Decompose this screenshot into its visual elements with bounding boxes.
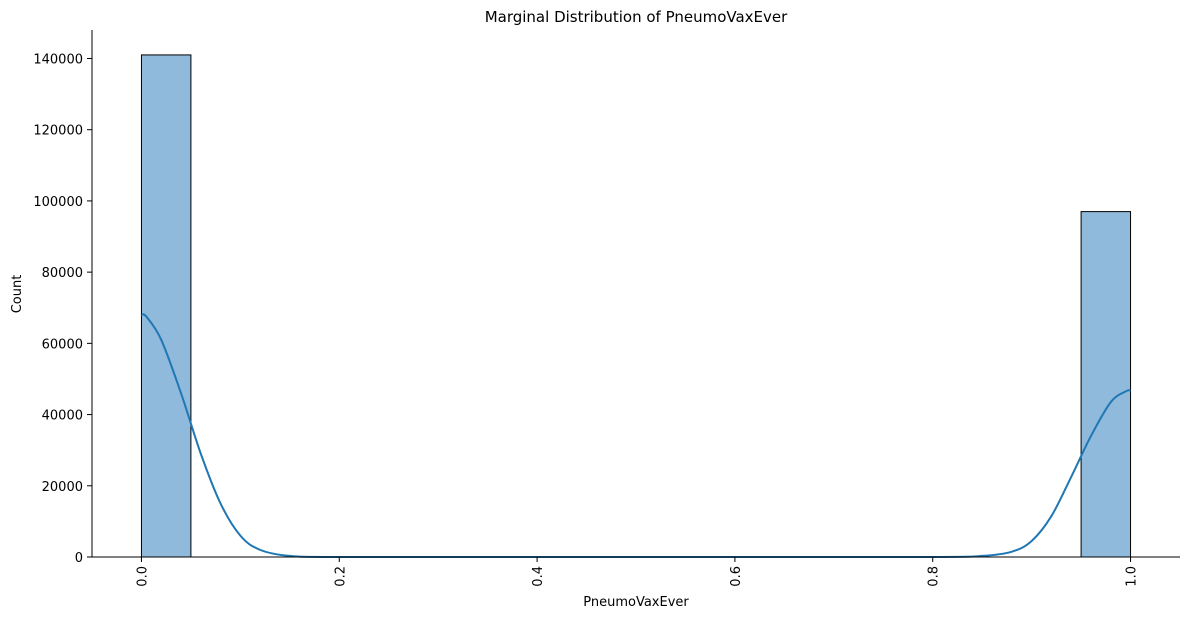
y-tick-label: 60000 <box>42 337 83 352</box>
y-tick-label: 120000 <box>33 124 83 139</box>
chart-title: Marginal Distribution of PneumoVaxEver <box>485 8 788 26</box>
y-tick-label: 80000 <box>42 266 83 281</box>
x-tick-label: 0.4 <box>531 566 546 587</box>
x-tick-label: 0.2 <box>333 566 348 587</box>
kde-curve <box>141 313 1131 559</box>
y-axis-label: Count <box>10 275 25 314</box>
x-tick-label: 1.0 <box>1125 566 1140 587</box>
x-axis-ticks: 0.0 0.2 0.4 0.6 0.8 1.0 <box>135 557 1140 587</box>
x-tick-label: 0.6 <box>729 566 744 587</box>
histogram-bars <box>140 54 1132 558</box>
x-tick-label: 0.0 <box>135 566 150 587</box>
y-tick-label: 140000 <box>33 52 83 67</box>
y-tick-label: 40000 <box>42 409 83 424</box>
y-axis-ticks: 0 20000 40000 60000 80000 100000 120000 140000 <box>33 52 92 566</box>
histogram-bar-1 <box>1080 211 1132 558</box>
y-tick-label: 100000 <box>33 195 83 210</box>
histogram-bar-0 <box>140 54 192 558</box>
y-tick-label: 20000 <box>42 480 83 495</box>
x-tick-label: 0.8 <box>927 566 942 587</box>
x-axis-label: PneumoVaxEver <box>583 595 689 610</box>
y-tick-label: 0 <box>75 551 83 566</box>
